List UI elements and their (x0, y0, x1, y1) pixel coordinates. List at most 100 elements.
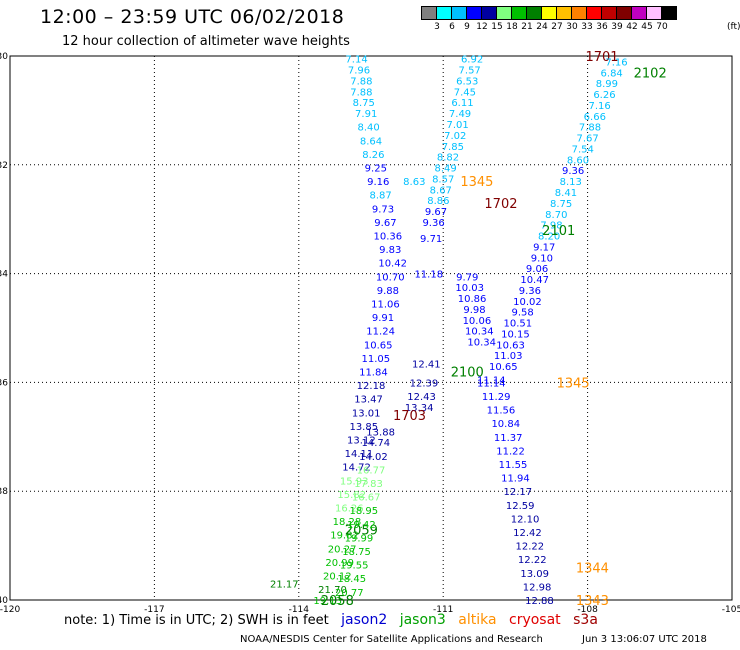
swh-value-label: 8.26 (362, 150, 384, 161)
swh-value-label: 7.02 (444, 131, 466, 142)
colorbar-label: 42 (626, 22, 638, 32)
swh-value-label: 8.86 (427, 196, 449, 207)
track-time-label: 2059 (345, 523, 378, 538)
swh-value-label: 13.09 (520, 569, 549, 580)
colorbar-label: 70 (656, 22, 668, 32)
colorbar-label: 18 (506, 22, 518, 32)
colorbar-label: 24 (536, 22, 548, 32)
swh-value-label: 9.73 (372, 204, 394, 215)
swh-value-label: 10.51 (503, 319, 532, 330)
swh-value-label: 9.36 (422, 218, 444, 229)
track-time-label: 1343 (576, 594, 609, 609)
colorbar-label: 6 (449, 22, 455, 32)
swh-value-label: 6.53 (456, 76, 478, 87)
swh-value-label: 12.98 (523, 582, 552, 593)
swh-colorbar-unit: (ft) (727, 22, 740, 32)
swh-value-label: 10.65 (364, 340, 393, 351)
swh-value-label: 9.71 (420, 234, 442, 245)
swh-value-label: 10.34 (467, 338, 496, 349)
track-time-label: 2058 (321, 594, 354, 609)
lat-tick-label: -32 (0, 161, 8, 171)
colorbar-label: 9 (464, 22, 470, 32)
page-subtitle: 12 hour collection of altimeter wave hei… (62, 34, 350, 49)
lat-tick-label: -36 (0, 378, 8, 388)
swh-value-label: 6.66 (584, 112, 606, 123)
swh-value-label: 7.16 (605, 57, 627, 68)
colorbar-label: 30 (566, 22, 578, 32)
track-time-label: 1345 (557, 376, 590, 391)
swh-colorbar (421, 6, 677, 20)
legend-sat-jason3: jason3 (399, 612, 446, 628)
swh-value-label: 12.42 (513, 528, 542, 539)
swh-value-label: 8.75 (550, 199, 572, 210)
swh-value-label: 12.41 (412, 359, 441, 370)
swh-value-label: 7.88 (579, 123, 601, 134)
swh-value-label: 9.17 (533, 242, 555, 253)
page-title: 12:00 – 23:59 UTC 06/02/2018 (40, 6, 345, 28)
track-time-label: 2101 (542, 224, 575, 239)
swh-value-label: 9.98 (463, 305, 485, 316)
swh-value-label: 20.77 (335, 588, 364, 599)
swh-value-label: 12.22 (516, 542, 545, 553)
swh-colorbar-labels: 3 6 9 12 15 18 21 24 27 30 33 36 39 42 45 70 (422, 22, 740, 34)
swh-value-label: 15.93 (340, 476, 369, 487)
colorbar-label: 39 (611, 22, 623, 32)
swh-value-label: 12.10 (511, 514, 540, 525)
swh-value-label: 12.17 (503, 487, 532, 498)
swh-value-label: 10.84 (491, 419, 520, 430)
swh-value-label: 7.01 (447, 120, 469, 131)
swh-value-label: 11.84 (359, 368, 388, 379)
lon-tick-label: -120 (0, 605, 20, 615)
swh-value-label: 11.06 (371, 300, 400, 311)
lon-tick-label: -114 (289, 605, 310, 615)
swh-value-label: 14.02 (359, 452, 388, 463)
swh-value-label: 11.03 (494, 351, 523, 362)
colorbar-swatch (661, 6, 677, 20)
swh-value-label: 16.77 (357, 465, 386, 476)
track-time-label: 2102 (634, 66, 667, 81)
swh-value-label: 21.70 (318, 585, 347, 596)
track-time-label: 1345 (460, 175, 493, 190)
swh-value-label: 19.82 (330, 531, 359, 542)
swh-value-label: 11.14 (477, 378, 506, 389)
swh-value-label: 10.70 (376, 272, 405, 283)
legend-sat-jason2: jason2 (341, 612, 388, 628)
swh-value-label: 8.20 (538, 232, 560, 243)
colorbar-label: 36 (596, 22, 608, 32)
footer-timestamp: Jun 3 13:06:07 UTC 2018 (582, 634, 707, 645)
swh-value-label: 19.13 (313, 596, 342, 607)
colorbar-label: 21 (521, 22, 533, 32)
swh-value-label: 7.14 (345, 55, 367, 66)
swh-value-label: 6.26 (593, 90, 615, 101)
colorbar-label: 33 (581, 22, 593, 32)
swh-value-label: 12.59 (506, 501, 535, 512)
swh-value-label: 8.63 (403, 177, 425, 188)
swh-value-label: 10.65 (489, 362, 518, 373)
swh-value-label: 12.18 (357, 381, 386, 392)
swh-value-label: 10.02 (513, 297, 542, 308)
swh-value-label: 10.06 (463, 316, 492, 327)
swh-value-label: 16.67 (352, 493, 381, 504)
swh-value-label: 20.99 (325, 558, 354, 569)
swh-value-label: 17.83 (354, 479, 383, 490)
lat-tick-label: -38 (0, 487, 8, 497)
swh-value-label: 9.67 (425, 207, 447, 218)
map-frame (9, 55, 733, 601)
swh-value-label: 8.13 (560, 177, 582, 188)
swh-value-label: 21.17 (270, 580, 299, 591)
swh-value-label: 9.10 (531, 253, 553, 264)
swh-value-label: 7.16 (589, 101, 611, 112)
swh-value-label: 7.57 (459, 66, 481, 77)
swh-value-label: 9.67 (374, 218, 396, 229)
swh-value-label: 7.88 (350, 76, 372, 87)
swh-value-label: 7.96 (348, 66, 370, 77)
lat-tick-label: -30 (0, 52, 8, 62)
swh-value-label: 10.34 (465, 327, 494, 338)
swh-value-label: 18.95 (349, 506, 378, 517)
track-time-label: 1701 (585, 50, 618, 65)
swh-value-label: 8.99 (596, 79, 618, 90)
swh-value-label: 10.86 (458, 294, 487, 305)
swh-value-label: 20.12 (323, 572, 352, 583)
swh-value-label: 11.14 (477, 376, 506, 387)
